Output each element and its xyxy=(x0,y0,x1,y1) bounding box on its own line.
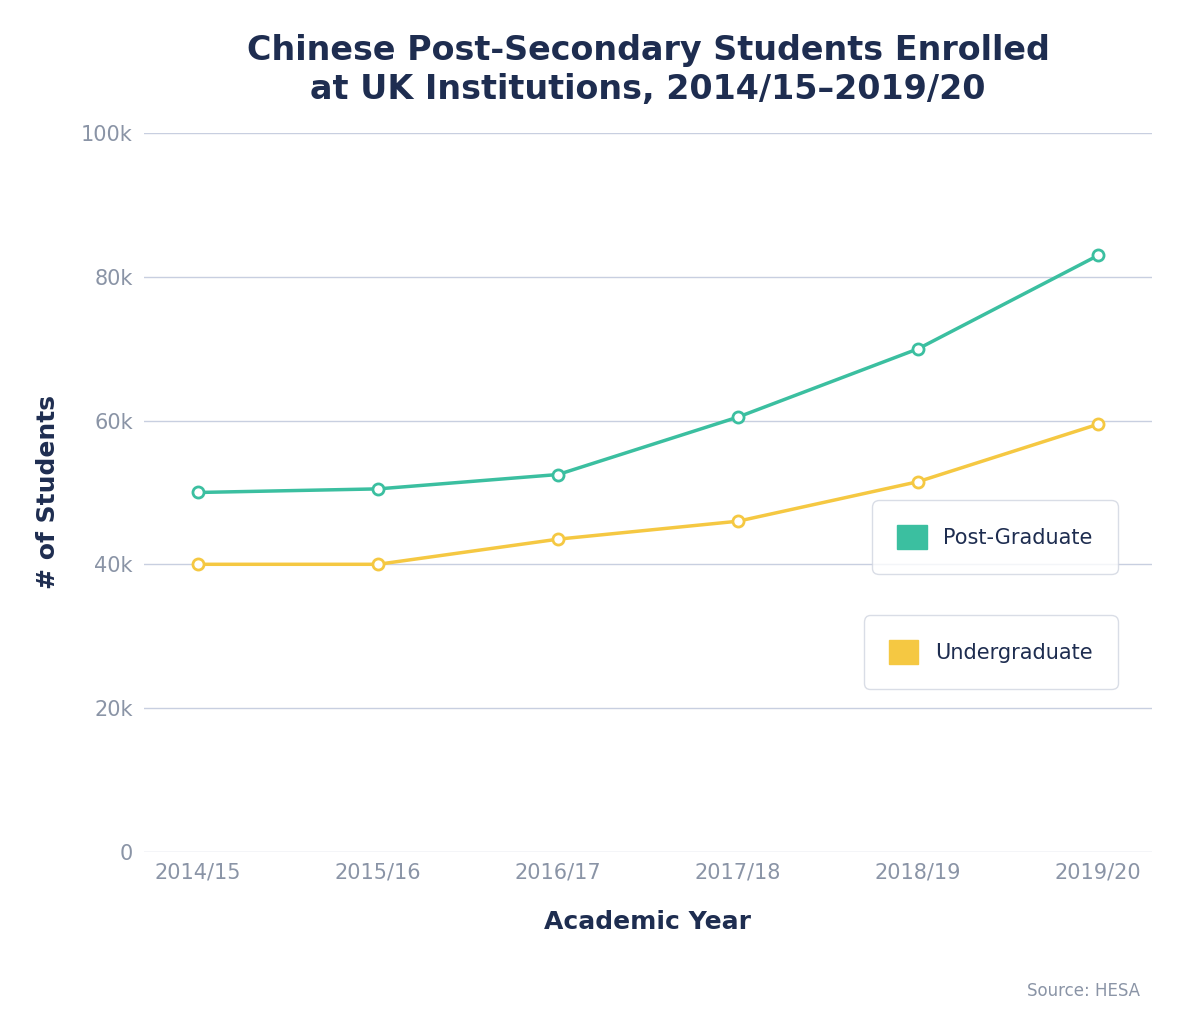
Post-Graduate xyxy=(911,343,925,355)
Post-Graduate xyxy=(731,410,745,423)
Legend: Undergraduate: Undergraduate xyxy=(870,622,1111,683)
Post-Graduate xyxy=(371,483,385,496)
Text: Source: HESA: Source: HESA xyxy=(1027,982,1140,1000)
X-axis label: Academic Year: Academic Year xyxy=(545,910,751,935)
Undergraduate xyxy=(1091,419,1105,431)
Post-Graduate xyxy=(1091,249,1105,262)
Y-axis label: # of Students: # of Students xyxy=(36,395,60,590)
Undergraduate xyxy=(731,515,745,527)
Post-Graduate xyxy=(191,486,205,499)
Undergraduate xyxy=(911,476,925,488)
Undergraduate xyxy=(191,558,205,570)
Title: Chinese Post-Secondary Students Enrolled
at UK Institutions, 2014/15–2019/20: Chinese Post-Secondary Students Enrolled… xyxy=(246,35,1050,106)
Line: Undergraduate: Undergraduate xyxy=(192,419,1104,569)
Undergraduate xyxy=(371,558,385,570)
Post-Graduate xyxy=(551,468,565,480)
Line: Post-Graduate: Post-Graduate xyxy=(192,250,1104,498)
Undergraduate xyxy=(551,534,565,546)
